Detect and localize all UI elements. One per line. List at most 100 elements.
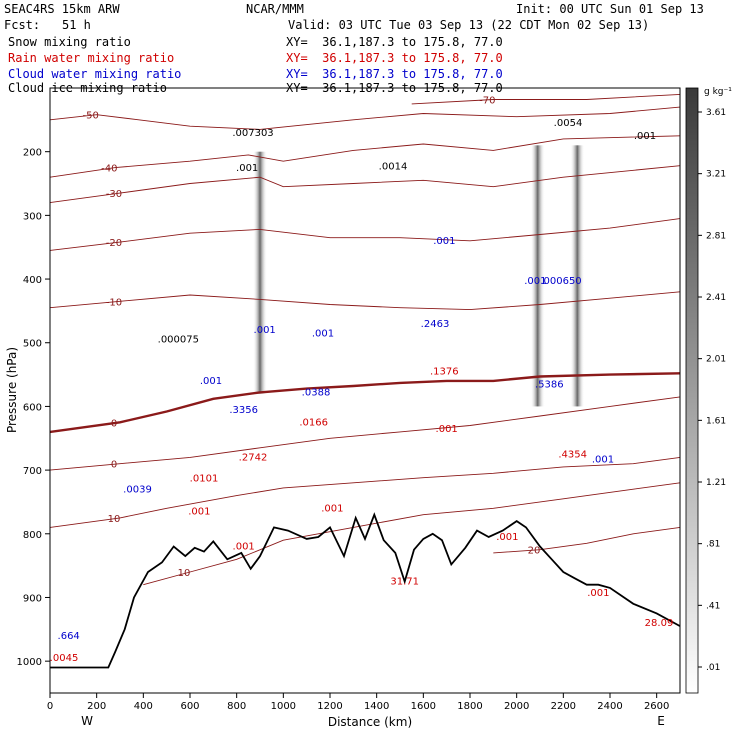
value-label-0: .007303 (232, 128, 273, 139)
y-tick-label-4: 600 (23, 402, 42, 413)
fcst-value: 51 h (62, 18, 91, 32)
field-xy-rain: XY= 36.1,187.3 to 175.8, 77.0 (286, 51, 503, 65)
y-tick-label-8: 1000 (17, 657, 42, 668)
contour-label-0: -70 (479, 95, 495, 106)
model-title: SEAC4RS 15km ARW (4, 2, 120, 16)
x-tick-label-6: 1200 (317, 701, 342, 712)
value-label-21: .2742 (239, 453, 268, 464)
org-label: NCAR/MMM (246, 2, 304, 16)
field-xy-snow: XY= 36.1,187.3 to 175.8, 77.0 (286, 35, 503, 49)
x-tick-label-8: 1600 (411, 701, 436, 712)
contour-label-6: 0 (111, 418, 117, 429)
temperature-contour-0 (411, 93, 680, 105)
contour-label-9: 10 (178, 568, 191, 579)
contour-label-7: 0 (111, 460, 117, 471)
field-name-cloud-water: Cloud water mixing ratio (8, 67, 182, 81)
terrain-line (50, 512, 680, 669)
colorbar: .01 .41 .81 1.21 1.61 2.01 2.41 2.81 3.21 3.61 (685, 87, 726, 694)
x-tick-label-10: 2000 (504, 701, 529, 712)
x-tick-label-4: 800 (227, 701, 246, 712)
x-tick-label-11: 2200 (551, 701, 576, 712)
colorbar-tick-label-5: 2.01 (706, 355, 726, 365)
value-label-11: .001 (433, 236, 455, 247)
colorbar-tick-label-6: 2.41 (706, 293, 726, 303)
colorbar-unit: g kg⁻¹ (704, 87, 732, 97)
colorbar-tick-label-1: .41 (706, 601, 720, 611)
x-tick-label-1: 200 (87, 701, 106, 712)
x-tick-label-13: 2600 (644, 701, 669, 712)
value-label-6: .001 (254, 325, 276, 336)
value-label-29: 31.71 (390, 577, 419, 588)
value-label-15: .5386 (535, 379, 564, 390)
colorbar-tick-label-0: .01 (706, 663, 720, 673)
value-label-14: .000650 (540, 276, 581, 287)
plot-frame (49, 87, 681, 694)
temperature-contour-3 (50, 165, 680, 204)
value-label-20: .0166 (299, 418, 328, 429)
value-label-31: .664 (58, 631, 80, 642)
contour-label-2: -40 (101, 164, 117, 175)
value-label-25: .001 (436, 424, 458, 435)
x-axis-label: Distance (km) (328, 715, 412, 729)
y-tick-label-2: 400 (23, 275, 42, 286)
y-tick-label-5: 700 (23, 466, 42, 477)
x-end-label-west: W (81, 714, 93, 728)
colorbar-scale (685, 87, 699, 694)
value-label-19: .001 (188, 507, 210, 518)
y-tick-label-0: 200 (23, 148, 42, 159)
field-name-rain: Rain water mixing ratio (8, 51, 175, 65)
contour-label-4: -20 (106, 238, 122, 249)
x-tick-label-2: 400 (134, 701, 153, 712)
value-label-30: 28.09 (645, 618, 674, 629)
y-tick-label-6: 800 (23, 530, 42, 541)
colorbar-tick-label-7: 2.81 (706, 231, 726, 241)
value-label-10: .0388 (302, 388, 331, 399)
value-label-24: .1376 (430, 367, 459, 378)
fcst-label: Fcst: (4, 18, 41, 32)
valid-time: Valid: 03 UTC Tue 03 Sep 13 (22 CDT Mon … (288, 18, 650, 32)
value-label-13: .001 (524, 276, 546, 287)
value-label-12: .2463 (421, 319, 450, 330)
x-tick-label-3: 600 (180, 701, 199, 712)
value-label-17: .0039 (123, 484, 152, 495)
contour-label-5: -10 (106, 297, 122, 308)
temperature-contour-9 (143, 482, 680, 586)
temperature-contour-6 (50, 372, 680, 434)
temperature-contour-2 (50, 135, 680, 178)
temperature-contour-5 (50, 291, 680, 311)
value-label-18: .0101 (190, 474, 219, 485)
snow-band-0 (253, 151, 267, 394)
value-label-1: .001 (236, 163, 258, 174)
snow-band-2 (570, 145, 585, 407)
y-tick-label-1: 300 (23, 211, 42, 222)
init-time: Init: 00 UTC Sun 01 Sep 13 (516, 2, 704, 16)
colorbar-tick-label-2: .81 (706, 540, 720, 550)
temperature-contour-1 (50, 106, 680, 130)
x-tick-label-12: 2400 (597, 701, 622, 712)
x-tick-label-7: 1400 (364, 701, 389, 712)
value-label-22: .001 (233, 542, 255, 553)
contour-label-3: -30 (106, 189, 122, 200)
value-label-32: .0045 (50, 653, 79, 664)
temperature-contour-7 (50, 396, 680, 471)
contour-label-1: -50 (82, 111, 98, 122)
colorbar-tick-label-9: 3.61 (706, 108, 726, 118)
value-label-27: .4354 (558, 449, 587, 460)
colorbar-tick-label-4: 1.61 (706, 416, 726, 426)
x-end-label-east: E (657, 714, 665, 728)
y-tick-label-3: 500 (23, 339, 42, 350)
temperature-contour-10 (493, 526, 680, 554)
x-tick-label-9: 1800 (457, 701, 482, 712)
field-name-snow: Snow mixing ratio (8, 35, 131, 49)
value-label-4: .001 (634, 131, 656, 142)
value-label-28: .001 (587, 588, 609, 599)
temperature-contour-4 (50, 218, 680, 251)
x-tick-label-5: 1000 (271, 701, 296, 712)
value-label-3: .0054 (554, 118, 583, 129)
y-axis-label: Pressure (hPa) (5, 347, 19, 433)
value-label-16: .001 (592, 454, 614, 465)
colorbar-tick-label-3: 1.21 (706, 478, 726, 488)
contour-label-8: 10 (108, 514, 121, 525)
field-xy-cloud-water: XY= 36.1,187.3 to 175.8, 77.0 (286, 67, 503, 81)
